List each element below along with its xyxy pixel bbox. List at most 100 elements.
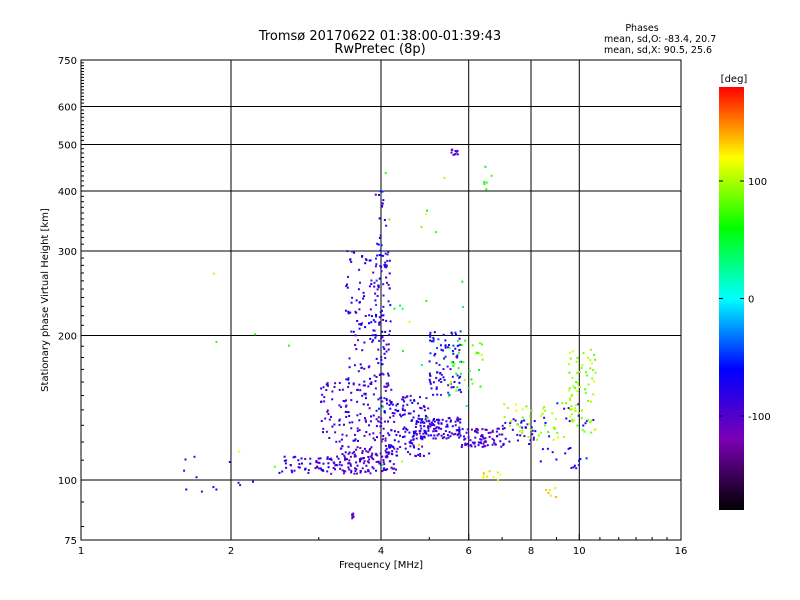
echo-point [477,444,480,447]
echo-point [332,461,335,464]
echo-point [580,367,583,370]
echo-point [459,375,462,378]
echo-point [381,363,384,366]
echo-point [212,486,215,489]
echo-point [238,450,241,453]
echo-point [380,425,383,427]
echo-point [591,377,594,380]
echo-point [364,315,367,317]
echo-point [325,430,328,433]
echo-point [294,455,297,458]
echo-point [541,412,544,415]
echo-point [458,426,461,429]
echo-point [479,438,482,441]
echo-point [491,429,494,432]
echo-point [328,418,331,421]
echo-point [369,455,372,458]
echo-point [353,251,356,254]
echo-point [193,455,196,458]
echo-point [419,437,422,440]
echo-point [488,470,491,473]
echo-point [382,283,385,286]
echo-point [459,330,462,333]
echo-point [383,463,386,466]
echo-point [228,461,231,463]
echo-point [375,334,378,337]
echo-point [561,402,564,405]
echo-point [526,423,529,426]
echo-point [419,406,422,409]
echo-point [380,337,383,340]
echo-point [317,467,320,470]
echo-point [395,450,398,453]
echo-point [482,476,485,479]
echo-point [585,457,588,460]
echo-point [593,353,596,356]
echo-point [575,360,578,363]
echo-point [380,254,383,257]
echo-point [388,272,391,275]
echo-point [368,433,371,436]
echo-point [456,434,459,437]
echo-point [563,407,566,410]
echo-point [377,286,380,289]
echo-point [419,421,422,424]
echo-point [554,427,556,430]
echo-point [450,419,452,422]
echo-point [326,456,329,459]
echo-point [292,456,295,459]
echo-point [548,435,551,438]
echo-point [389,444,392,447]
echo-point [571,413,573,416]
echo-point [585,419,588,422]
echo-point [531,433,534,436]
echo-point [385,343,388,346]
echo-point [467,387,470,390]
echo-point [409,399,412,402]
echo-point [592,369,595,372]
echo-point [471,441,474,444]
y-tick-label: 100 [58,476,77,487]
echo-point [412,410,415,413]
echo-point [381,455,384,458]
echo-point [481,445,484,448]
echo-point [407,412,410,415]
echo-point [371,466,374,469]
echo-point [467,444,470,447]
echo-point [273,465,276,468]
echo-point [419,435,422,438]
echo-point [484,437,487,440]
echo-point [438,379,440,382]
echo-point [435,388,438,390]
echo-point [409,412,412,415]
echo-point [378,323,381,326]
echo-point [594,371,597,374]
echo-point [370,321,373,324]
echo-point [326,382,329,385]
echo-point [364,419,367,422]
echo-point [388,287,391,290]
echo-point [454,433,457,435]
echo-point [404,447,407,450]
echo-point [443,176,446,179]
echo-point [399,446,402,448]
echo-point [569,397,572,400]
echo-point [358,323,361,326]
echo-point [486,444,489,447]
echo-point [404,409,406,412]
echo-point [469,444,472,447]
echo-point [477,352,480,355]
echo-point [437,338,440,341]
echo-point [368,259,371,262]
echo-point [389,446,392,449]
echo-point [487,431,490,434]
echo-point [361,394,364,397]
echo-point [369,420,372,423]
echo-point [355,472,358,475]
echo-point [450,432,453,435]
echo-point [449,420,452,423]
echo-point [480,438,483,441]
echo-point [388,259,391,262]
echo-point [458,376,461,379]
echo-point [359,281,361,284]
